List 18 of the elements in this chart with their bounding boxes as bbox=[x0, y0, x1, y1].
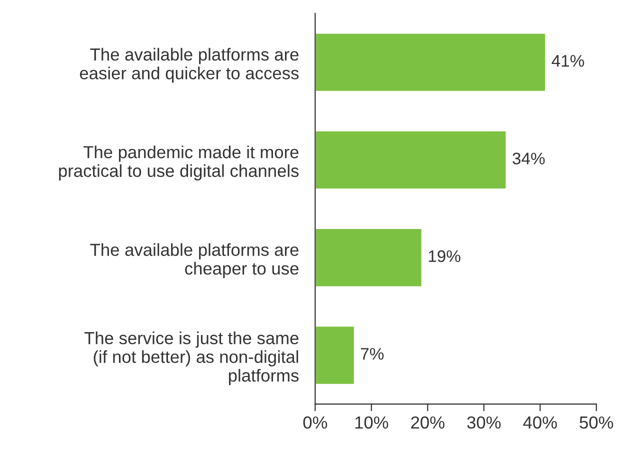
data-label: 19% bbox=[428, 250, 460, 262]
bar bbox=[315, 325, 356, 386]
data-label: 34% bbox=[512, 152, 545, 164]
data-label: 41% bbox=[552, 55, 584, 67]
x-tick-label: 20% bbox=[411, 416, 444, 429]
y-tick-label: The available platforms are cheaper to use bbox=[90, 243, 298, 278]
data-label: 7% bbox=[360, 348, 384, 360]
x-tick-label: 50% bbox=[580, 416, 614, 429]
x-tick-label: 0% bbox=[303, 416, 328, 429]
bar bbox=[315, 130, 508, 190]
bar bbox=[315, 228, 423, 288]
x-tick-label: 40% bbox=[523, 416, 557, 429]
y-tick-label: The pandemic made it more practical to use digital channels bbox=[59, 146, 299, 180]
bar bbox=[315, 32, 546, 92]
x-tick-label: 30% bbox=[467, 416, 501, 429]
x-tick-label: 10% bbox=[355, 416, 388, 429]
y-tick-label: The service is just the same (if not better) as non-digital platforms bbox=[84, 332, 299, 386]
y-tick-label: The available platforms are easier and quicker to access bbox=[80, 48, 299, 83]
